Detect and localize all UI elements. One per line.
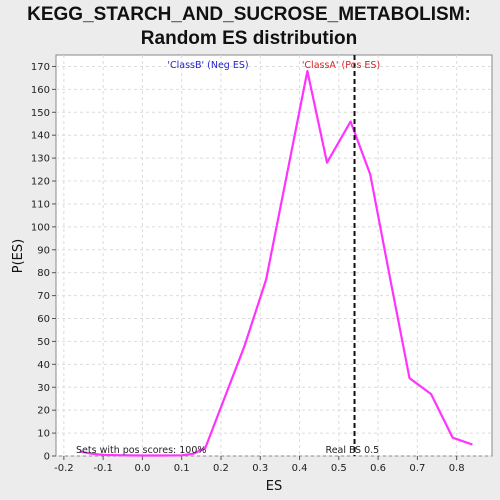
x-tick-label: -0.1	[93, 463, 113, 474]
y-tick-label: 80	[37, 268, 50, 279]
y-tick-label: 0	[44, 452, 50, 463]
y-tick-label: 140	[31, 131, 50, 142]
es-distribution-line	[79, 69, 473, 457]
chart-title-line1: KEGG_STARCH_AND_SUCROSE_METABOLISM:	[27, 4, 471, 25]
y-tick-label: 150	[31, 108, 50, 119]
y-tick-label: 120	[31, 177, 50, 188]
x-tick-label: 0.2	[213, 463, 229, 474]
plot-area	[55, 54, 493, 457]
series-layer	[79, 69, 473, 457]
y-tick-label: 50	[37, 337, 50, 348]
x-tick-label: 0.3	[252, 463, 268, 474]
y-tick-label: 70	[37, 291, 50, 302]
y-tick-label: 130	[31, 154, 50, 165]
y-tick-label: 60	[37, 314, 50, 325]
class-b-label: 'ClassB' (Neg ES)	[167, 60, 248, 71]
y-tick-label: 110	[31, 199, 50, 210]
y-tick-label: 40	[37, 360, 50, 371]
x-tick-label: 0.0	[134, 463, 150, 474]
y-tick-label: 90	[37, 245, 50, 256]
y-axis-label: P(ES)	[11, 239, 26, 273]
y-tick-label: 160	[31, 85, 50, 96]
chart-title-line2: Random ES distribution	[141, 28, 357, 49]
x-tick-label: 0.8	[449, 463, 465, 474]
tick-layer: 0 10 20 30 40 50 60 70 80 90 100 110 120 130 140 150 160…	[31, 62, 465, 474]
annotation-layer: Real ES 0.5 'ClassB' (Neg ES) 'ClassA' (Po…	[76, 55, 380, 456]
y-tick-label: 100	[31, 222, 50, 233]
y-tick-label: 170	[31, 62, 50, 73]
x-tick-label: 0.1	[174, 463, 190, 474]
y-tick-label: 20	[37, 406, 50, 417]
x-tick-label: 0.7	[409, 463, 425, 474]
y-tick-label: 30	[37, 383, 50, 394]
x-tick-label: 0.6	[370, 463, 386, 474]
real-es-label: Real ES 0.5	[326, 445, 380, 456]
pos-scores-label: Sets with pos scores: 100%	[76, 445, 206, 456]
class-a-label: 'ClassA' (Pos ES)	[302, 60, 380, 71]
x-tick-label: -0.2	[54, 463, 74, 474]
x-tick-label: 0.5	[331, 463, 347, 474]
x-axis-label: ES	[266, 479, 282, 494]
y-tick-label: 10	[37, 429, 50, 440]
grid-layer	[56, 55, 492, 457]
x-tick-label: 0.4	[292, 463, 308, 474]
